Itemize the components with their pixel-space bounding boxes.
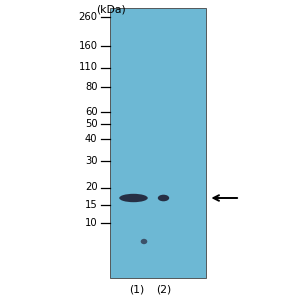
Ellipse shape <box>158 195 169 201</box>
Text: 40: 40 <box>85 134 98 144</box>
Text: 15: 15 <box>85 200 98 210</box>
Text: (1): (1) <box>129 284 144 295</box>
Text: (kDa): (kDa) <box>96 4 126 14</box>
Ellipse shape <box>141 239 147 244</box>
Text: 110: 110 <box>79 62 98 73</box>
Ellipse shape <box>119 194 148 202</box>
Text: 20: 20 <box>85 182 98 193</box>
Text: 160: 160 <box>79 40 98 51</box>
Text: 260: 260 <box>79 12 98 22</box>
Bar <box>110 8 206 278</box>
Text: 60: 60 <box>85 106 98 117</box>
Text: 80: 80 <box>85 82 98 92</box>
Text: (2): (2) <box>156 284 171 295</box>
Text: 30: 30 <box>85 156 98 167</box>
Text: 50: 50 <box>85 118 98 129</box>
Text: 10: 10 <box>85 218 98 228</box>
